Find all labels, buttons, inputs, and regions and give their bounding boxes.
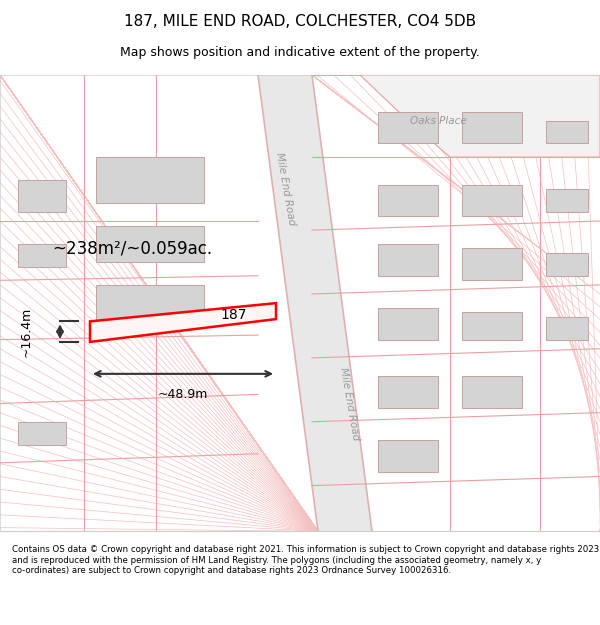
Text: 187, MILE END ROAD, COLCHESTER, CO4 5DB: 187, MILE END ROAD, COLCHESTER, CO4 5DB [124, 14, 476, 29]
FancyBboxPatch shape [462, 312, 522, 339]
FancyBboxPatch shape [546, 253, 588, 276]
FancyBboxPatch shape [378, 184, 438, 216]
FancyBboxPatch shape [96, 226, 204, 262]
Text: Oaks Place: Oaks Place [410, 116, 466, 126]
FancyBboxPatch shape [378, 308, 438, 339]
FancyBboxPatch shape [18, 244, 66, 267]
Text: Contains OS data © Crown copyright and database right 2021. This information is : Contains OS data © Crown copyright and d… [12, 545, 599, 575]
Text: ~16.4m: ~16.4m [20, 306, 33, 356]
FancyBboxPatch shape [378, 376, 438, 408]
FancyBboxPatch shape [462, 111, 522, 143]
Text: 187: 187 [221, 308, 247, 321]
FancyBboxPatch shape [546, 189, 588, 212]
FancyBboxPatch shape [378, 440, 438, 472]
Text: ~238m²/~0.059ac.: ~238m²/~0.059ac. [52, 239, 212, 258]
FancyBboxPatch shape [462, 184, 522, 216]
FancyBboxPatch shape [546, 121, 588, 143]
FancyBboxPatch shape [96, 285, 204, 321]
FancyBboxPatch shape [18, 422, 66, 444]
Polygon shape [258, 75, 372, 531]
FancyBboxPatch shape [462, 248, 522, 280]
FancyBboxPatch shape [378, 111, 438, 143]
Text: Mile End Road: Mile End Road [338, 366, 361, 441]
FancyBboxPatch shape [96, 157, 204, 202]
FancyBboxPatch shape [18, 180, 66, 212]
Text: Map shows position and indicative extent of the property.: Map shows position and indicative extent… [120, 46, 480, 59]
FancyBboxPatch shape [462, 376, 522, 408]
Text: ~48.9m: ~48.9m [158, 388, 208, 401]
FancyBboxPatch shape [378, 244, 438, 276]
Polygon shape [312, 75, 600, 531]
Polygon shape [90, 303, 276, 342]
Polygon shape [0, 75, 318, 531]
Text: Mile End Road: Mile End Road [274, 152, 297, 226]
FancyBboxPatch shape [546, 317, 588, 339]
Polygon shape [312, 75, 600, 157]
